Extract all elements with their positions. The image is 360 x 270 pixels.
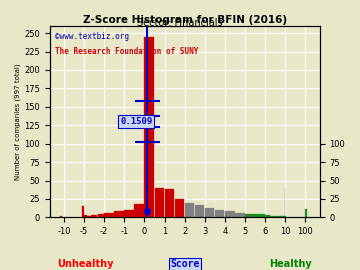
Bar [255, 214, 265, 217]
Bar [245, 214, 255, 217]
Bar [94, 215, 97, 217]
Bar [283, 216, 285, 217]
Y-axis label: Number of companies (997 total): Number of companies (997 total) [15, 63, 22, 180]
Bar [270, 216, 273, 217]
Bar [98, 214, 101, 217]
Bar [84, 215, 87, 217]
Bar [154, 188, 164, 217]
Bar [101, 214, 104, 217]
Bar [114, 211, 124, 217]
Bar [82, 206, 84, 217]
Text: ©www.textbiz.org: ©www.textbiz.org [55, 32, 129, 40]
Bar [165, 189, 174, 217]
Bar [278, 216, 280, 217]
Bar [225, 211, 234, 217]
Text: Score: Score [170, 259, 199, 269]
Bar [215, 210, 224, 217]
Bar [275, 216, 278, 217]
Bar [104, 213, 114, 217]
Bar [87, 216, 91, 217]
Bar [175, 199, 184, 217]
Text: Healthy: Healthy [270, 259, 312, 269]
Bar [273, 216, 275, 217]
Bar [60, 216, 62, 217]
Bar [265, 215, 267, 217]
Text: The Research Foundation of SUNY: The Research Foundation of SUNY [55, 47, 199, 56]
Bar [91, 215, 94, 217]
Bar [305, 208, 306, 217]
Text: 0.1509: 0.1509 [120, 117, 153, 126]
Bar [195, 205, 204, 217]
Title: Z-Score Histogram for BFIN (2016): Z-Score Histogram for BFIN (2016) [83, 15, 287, 25]
Bar [268, 215, 270, 217]
Bar [124, 210, 134, 217]
Bar [144, 37, 154, 217]
Bar [185, 203, 194, 217]
Text: Sector: Financials: Sector: Financials [137, 18, 223, 28]
Bar [205, 208, 215, 217]
Text: Unhealthy: Unhealthy [57, 259, 113, 269]
Bar [280, 216, 283, 217]
Bar [134, 204, 144, 217]
Bar [235, 213, 244, 217]
